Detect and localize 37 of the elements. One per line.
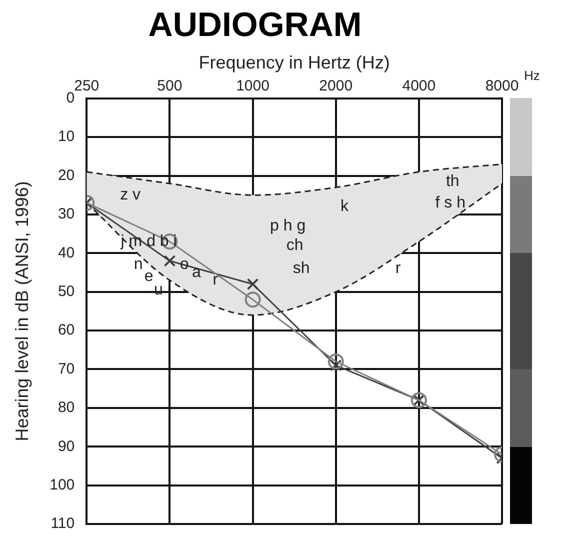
point: [328, 354, 344, 370]
y-tick-label: 110: [50, 515, 75, 532]
annotation: sh: [292, 260, 310, 278]
y-tick-label: 60: [58, 322, 75, 339]
x-tick-label: 1000: [236, 78, 270, 95]
annotation: r: [212, 272, 219, 289]
x-tick-label: 4000: [402, 78, 436, 95]
x-tick-label: 2000: [319, 78, 353, 95]
annotation: n: [134, 256, 143, 274]
annotation: z v: [120, 186, 141, 204]
y-tick-label: 20: [58, 166, 75, 184]
annotation: p h g: [270, 217, 306, 234]
x-tick-label: 500: [157, 78, 182, 95]
annotation: a: [192, 264, 201, 281]
annotation: r: [395, 260, 402, 278]
y-axis-title: Hearing level in dB (ANSI, 1996): [12, 181, 32, 442]
chart-title: AUDIOGRAM: [148, 6, 362, 44]
y-tick-label: 30: [58, 206, 75, 223]
annotation: f s h: [435, 194, 466, 212]
point: [246, 278, 259, 290]
point: [244, 292, 261, 308]
annotation: th: [446, 172, 460, 190]
annotation: k: [340, 198, 350, 216]
y-tick-label: 100: [50, 476, 75, 494]
y-tick-label: 70: [58, 360, 75, 378]
annotation: e: [144, 268, 154, 285]
x-tick-label: 250: [74, 78, 100, 95]
y-tick-label: 50: [58, 282, 75, 300]
y-tick-label: 10: [58, 128, 75, 146]
y-tick-label: 80: [58, 399, 75, 416]
x-axis-title: Frequency in Hertz (Hz): [198, 52, 390, 73]
y-tick-label: 40: [58, 244, 75, 262]
y-tick-label: 0: [66, 90, 75, 107]
text: Hz: [524, 68, 540, 84]
y-tick-label: 90: [58, 438, 75, 455]
x-tick-label: 8000: [485, 78, 519, 95]
annotation: ch: [286, 236, 304, 254]
